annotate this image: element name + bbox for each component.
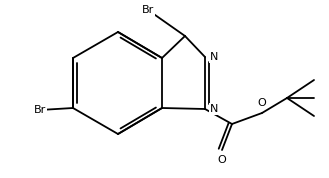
Text: O: O bbox=[217, 155, 226, 165]
Text: Br: Br bbox=[34, 105, 46, 115]
Text: Br: Br bbox=[142, 5, 154, 15]
Text: O: O bbox=[258, 98, 266, 108]
Text: N: N bbox=[210, 104, 218, 114]
Text: N: N bbox=[210, 52, 218, 62]
